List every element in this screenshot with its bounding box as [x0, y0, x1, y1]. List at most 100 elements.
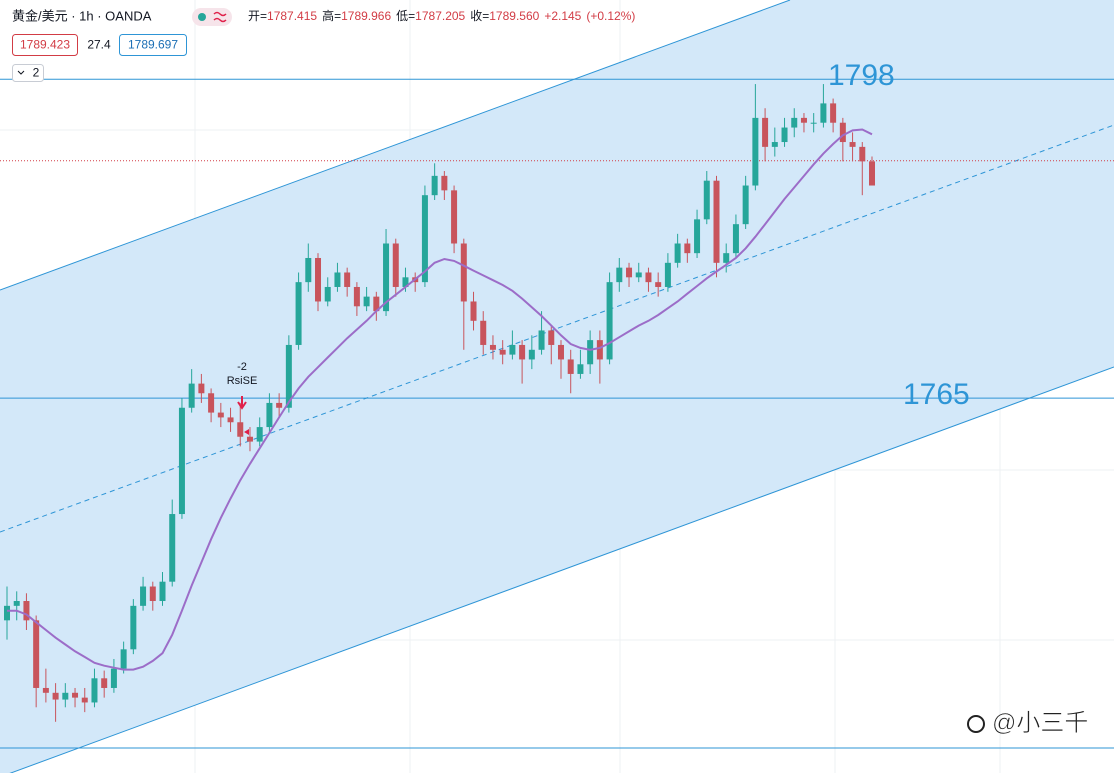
- candle-body: [237, 422, 244, 437]
- candle-body: [23, 601, 30, 621]
- candle-body: [52, 692, 59, 700]
- candle-body: [538, 330, 545, 350]
- candle-body: [557, 344, 564, 360]
- candle-body: [810, 122, 817, 124]
- candle-body: [859, 146, 866, 162]
- candle-body: [13, 601, 20, 606]
- candle-body: [596, 340, 603, 360]
- candle-body: [421, 195, 428, 283]
- candle-body: [800, 117, 807, 123]
- candle-body: [217, 412, 224, 418]
- watermark-logo: [967, 715, 985, 733]
- candle-body: [363, 296, 370, 307]
- candle-body: [703, 180, 710, 220]
- candle-body: [178, 407, 185, 515]
- candle-body: [305, 257, 312, 283]
- ohlc-value: 1789.966: [341, 9, 391, 23]
- header: 黄金/美元 · 1h · OANDA 开= 1787.415 高= 1789.966 低…: [12, 8, 635, 82]
- candle-body: [62, 692, 69, 700]
- ohlc-name: 开=: [248, 9, 267, 23]
- indicator-toggle[interactable]: [12, 64, 44, 82]
- candle-body: [110, 668, 117, 688]
- candle-body: [684, 243, 691, 254]
- candle-body: [315, 257, 322, 302]
- candle-body: [499, 349, 506, 355]
- candle-body: [626, 267, 633, 278]
- moving-average: [7, 128, 873, 671]
- candle-body: [266, 402, 273, 428]
- symbol: 黄金/美元 · 1h · OANDA: [12, 8, 152, 23]
- candle-body: [285, 344, 292, 408]
- candle-body: [295, 282, 302, 345]
- candle-body: [645, 272, 652, 283]
- candle-body: [567, 359, 574, 374]
- candle-body: [140, 586, 147, 606]
- ask: 1789.697: [128, 38, 178, 52]
- level-label: 1798: [828, 59, 895, 92]
- candle-body: [781, 127, 788, 143]
- candle-body: [771, 142, 778, 147]
- signal-marker: [244, 429, 249, 435]
- ohlc-name: 收=: [470, 9, 489, 23]
- level-label: 1765: [903, 378, 970, 411]
- bid: 1789.423: [20, 38, 70, 52]
- candle-body: [72, 692, 79, 698]
- candle-body: [606, 282, 613, 360]
- levels: 1798 1765: [0, 59, 1114, 411]
- candle-body: [723, 253, 730, 263]
- candle-body: [732, 224, 739, 254]
- candle-body: [344, 272, 351, 287]
- candle-body: [246, 436, 253, 442]
- candle-body: [548, 330, 555, 345]
- candle-body: [664, 262, 671, 287]
- channel-lower: [9, 366, 1114, 773]
- candle-body: [616, 267, 623, 283]
- candle-body: [353, 286, 360, 307]
- channel-upper: [0, 0, 791, 291]
- candle-body: [149, 586, 156, 602]
- candle-body: [33, 620, 40, 688]
- candle-body: [276, 402, 283, 408]
- change: +2.145: [544, 9, 581, 23]
- candle-body: [208, 393, 215, 413]
- candle-body: [441, 175, 448, 191]
- candle-body: [198, 383, 205, 394]
- candle-body: [120, 649, 127, 669]
- candle-body: [674, 243, 681, 263]
- status-icon: [213, 11, 227, 23]
- candle-body: [91, 678, 98, 703]
- ohlc-value: 1789.560: [489, 9, 539, 23]
- candle-body: [227, 417, 234, 423]
- candle-body: [577, 364, 584, 374]
- candle-body: [869, 161, 875, 186]
- candle-body: [528, 349, 535, 360]
- candles: [0, 84, 1114, 722]
- candle-body: [635, 272, 642, 278]
- candle-body: [334, 272, 341, 287]
- candle-body: [392, 243, 399, 287]
- candle-body: [489, 344, 496, 350]
- ohlc-value: 1787.205: [415, 9, 465, 23]
- ohlc-name: 低=: [396, 9, 415, 23]
- candle-body: [480, 320, 487, 345]
- candle-body: [752, 117, 759, 186]
- watermark: @小三千: [992, 709, 1088, 736]
- indicator-count: 2: [33, 66, 40, 80]
- ask-box: [119, 34, 187, 56]
- candle-body: [820, 103, 827, 123]
- candle-body: [169, 514, 176, 582]
- bid-box: [12, 34, 78, 56]
- candle-body: [42, 687, 49, 693]
- signal: -2 RsiSE: [227, 361, 257, 435]
- ohlc: 开= 1787.415 高= 1789.966 低= 1787.205 收= 1789.560…: [248, 8, 635, 23]
- candle-body: [130, 605, 137, 650]
- candle-body: [849, 142, 856, 147]
- candle-body: [830, 103, 837, 123]
- candle-body: [373, 296, 380, 312]
- candle-body: [694, 219, 701, 254]
- candle-body: [383, 243, 390, 312]
- candle-body: [431, 175, 438, 196]
